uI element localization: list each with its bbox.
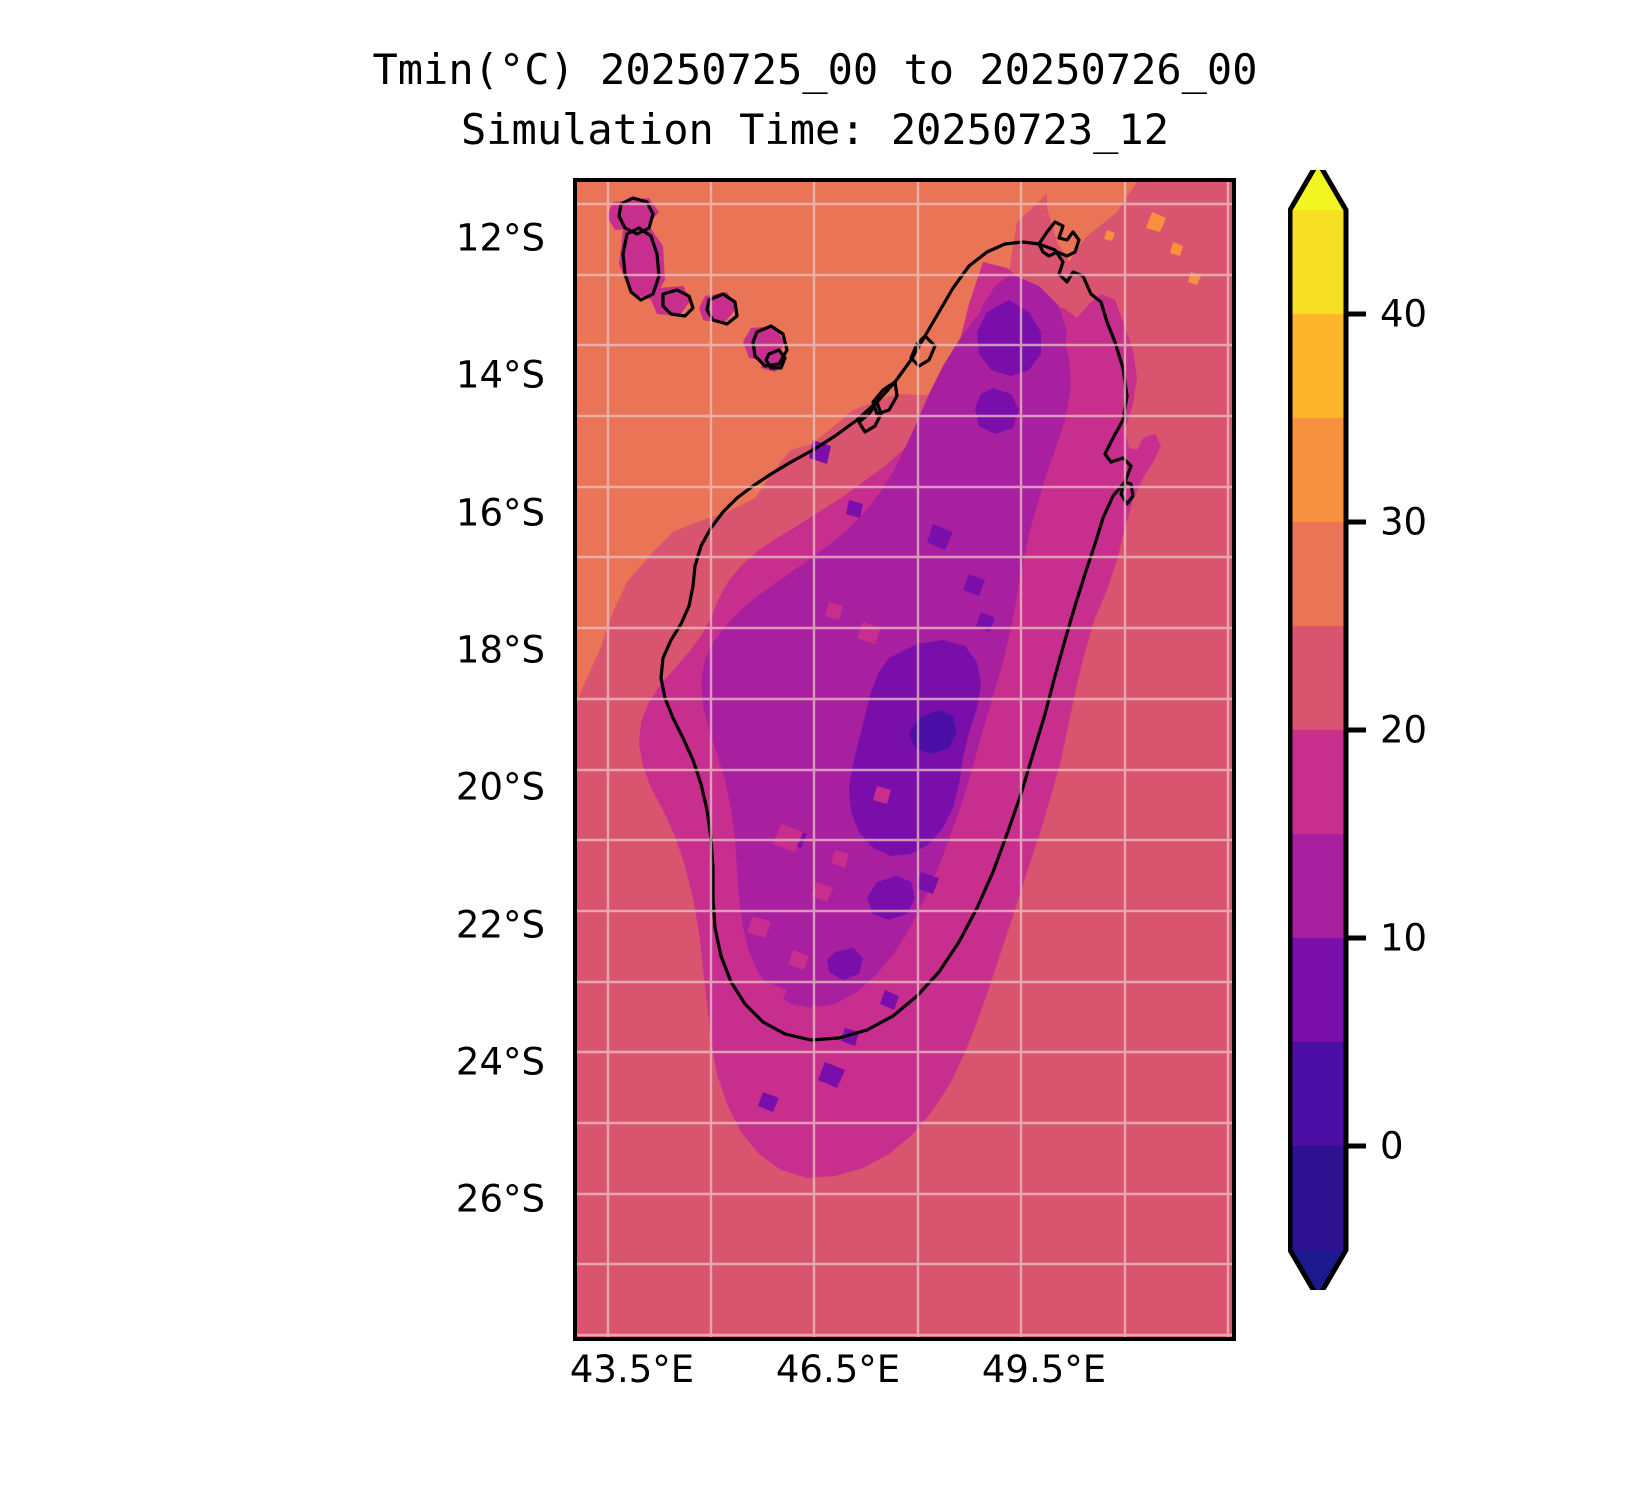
colorbar-tick-label-3: 30 <box>1380 500 1428 544</box>
chart-subtitle: Simulation Time: 20250723_12 <box>460 105 1169 154</box>
colorbar-tick-label-1: 10 <box>1380 916 1428 960</box>
map-plot-area[interactable] <box>573 178 1236 1341</box>
colorbar-ticks <box>1346 311 1366 1149</box>
map-canvas <box>577 182 1232 1337</box>
contour-band-25-30-b <box>1047 182 1137 262</box>
contour-band-5-10-north-lobe <box>975 388 1019 434</box>
contour-band-5-10-spur <box>827 948 863 980</box>
ytick-label-7: 26°S <box>455 1177 545 1221</box>
colorbar-tick-label-4: 40 <box>1380 292 1428 336</box>
plateau-cold-flecks <box>758 440 995 1112</box>
map-gridlines <box>577 182 1232 1337</box>
ytick-label-4: 20°S <box>455 765 545 809</box>
ytick-label-0: 12°S <box>455 216 545 260</box>
contour-band-5-10-south-lobe <box>867 876 915 920</box>
contour-band-0-5-core <box>909 710 957 754</box>
temperature-contour-map <box>577 182 1232 1337</box>
xtick-label-1: 46.5°E <box>775 1348 901 1391</box>
xtick-label-0: 43.5°E <box>569 1348 695 1391</box>
colorbar-bands <box>1290 210 1346 1250</box>
ytick-label-1: 14°S <box>455 353 545 397</box>
colorbar[interactable]: 0 10 20 30 40 <box>1287 157 1427 1303</box>
colorbar-tick-label-2: 20 <box>1380 708 1428 752</box>
contour-band-5-10-north-core <box>977 300 1041 376</box>
ytick-label-6: 24°S <box>455 1040 545 1084</box>
colorbar-under-arrow <box>1290 1250 1346 1298</box>
chart-title: Tmin(°C) 20250725_00 to 20250726_00 <box>372 45 1258 94</box>
ytick-label-5: 22°S <box>455 903 545 947</box>
ytick-label-2: 16°S <box>455 491 545 535</box>
contour-band-25-30 <box>577 182 1047 702</box>
ytick-label-3: 18°S <box>455 628 545 672</box>
colorbar-over-arrow <box>1290 162 1346 210</box>
colorbar-tick-label-0: 0 <box>1380 1124 1404 1168</box>
chart-title-block: Tmin(°C) 20250725_00 to 20250726_00 Simu… <box>0 40 1650 160</box>
plateau-warm-flecks <box>747 602 891 1024</box>
xtick-label-2: 49.5°E <box>981 1348 1107 1391</box>
